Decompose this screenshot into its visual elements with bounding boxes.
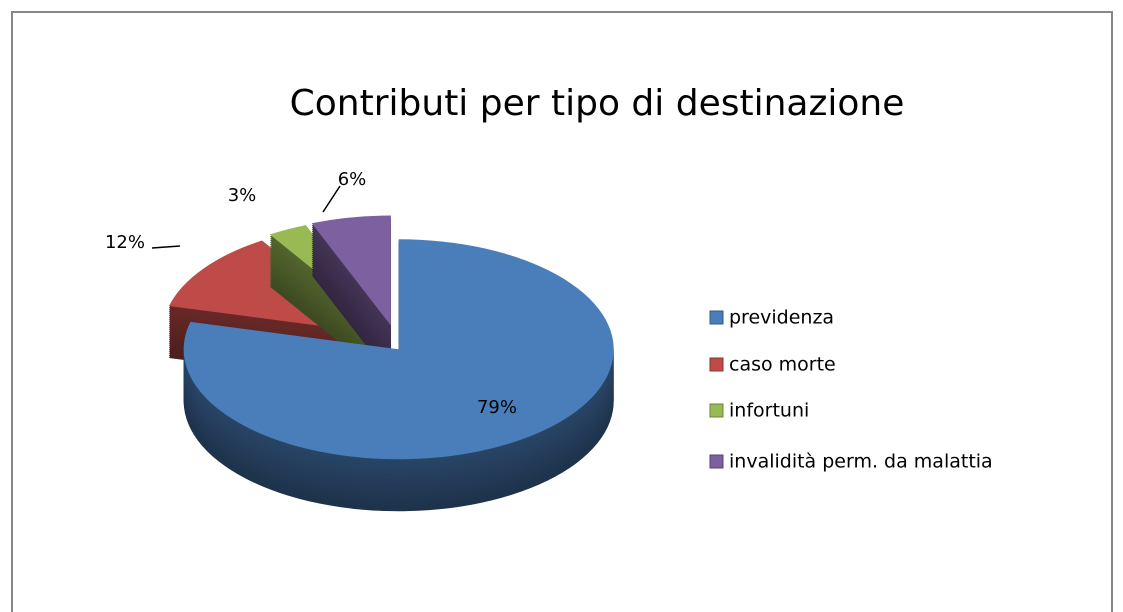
data-label: 3% xyxy=(228,185,257,206)
legend-label: invalidità perm. da malattia xyxy=(729,451,993,473)
legend-label: caso morte xyxy=(729,354,836,376)
pie-slice xyxy=(183,239,614,512)
legend-swatch xyxy=(709,310,724,325)
data-label: 6% xyxy=(338,169,367,190)
data-label: 79% xyxy=(477,397,517,418)
data-label: 12% xyxy=(105,232,145,253)
chart-title: Contributi per tipo di destinazione xyxy=(290,83,905,124)
legend-label: infortuni xyxy=(729,400,809,422)
legend-label: previdenza xyxy=(729,307,834,329)
legend-swatch xyxy=(709,357,724,372)
slice-top xyxy=(311,215,391,326)
leader-line xyxy=(151,245,181,249)
legend-swatch xyxy=(709,403,724,418)
slice-top xyxy=(183,239,614,460)
leader-line xyxy=(322,185,341,213)
legend-swatch xyxy=(709,454,724,469)
